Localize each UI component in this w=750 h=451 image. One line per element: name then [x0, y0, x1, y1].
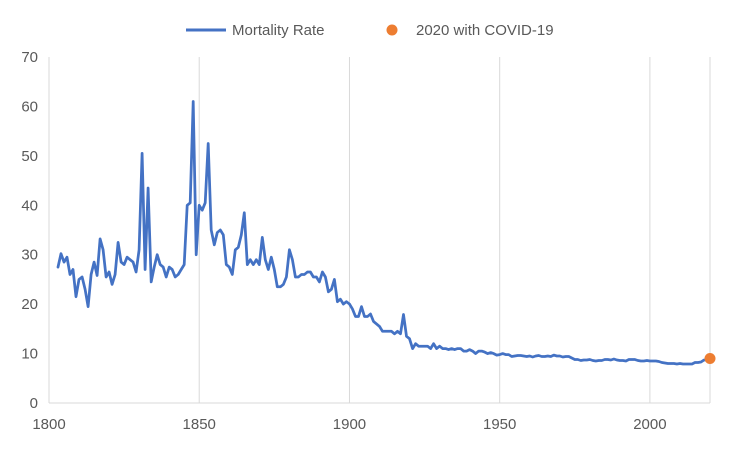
y-tick-label-20: 20 — [21, 296, 38, 313]
x-tick-labels: 1800 1850 1900 1950 2000 — [32, 416, 666, 433]
y-tick-label-40: 40 — [21, 197, 38, 214]
series-line-mortality-rate — [56, 100, 709, 366]
legend: Mortality Rate 2020 with COVID-19 — [186, 22, 554, 39]
x-tick-label-2000: 2000 — [633, 416, 666, 433]
series-layer — [56, 100, 716, 366]
y-tick-label-30: 30 — [21, 247, 38, 264]
gridlines — [198, 57, 711, 403]
y-tick-label-50: 50 — [21, 148, 38, 165]
x-tick-label-1850: 1850 — [183, 416, 216, 433]
y-tick-label-70: 70 — [21, 49, 38, 66]
x-tick-label-1900: 1900 — [333, 416, 366, 433]
legend-label-mortality-rate: Mortality Rate — [232, 22, 325, 39]
y-tick-label-60: 60 — [21, 98, 38, 115]
legend-swatch-2020-covid — [386, 24, 398, 36]
point-2020-covid — [704, 353, 716, 365]
legend-label-2020-covid: 2020 with COVID-19 — [416, 22, 554, 39]
y-tick-label-10: 10 — [21, 346, 38, 363]
y-tick-labels: 0 10 20 30 40 50 60 70 — [21, 49, 38, 412]
x-axis-line-layer — [48, 57, 710, 404]
y-tick-label-0: 0 — [30, 395, 38, 412]
x-tick-label-1950: 1950 — [483, 416, 516, 433]
x-tick-label-1800: 1800 — [32, 416, 65, 433]
